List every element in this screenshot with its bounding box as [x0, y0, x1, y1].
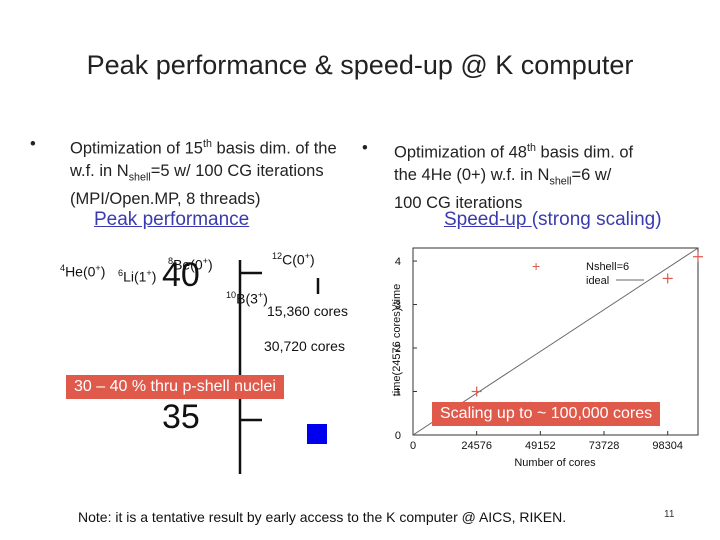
- page-number: 11: [664, 509, 675, 520]
- y-tick-label: 3: [395, 300, 401, 312]
- bullet-dot: •: [362, 139, 368, 157]
- footnote: Note: it is a tentative result by early …: [78, 509, 567, 525]
- bullet-dot: •: [30, 135, 36, 153]
- right-bullet-text: Optimization of 48th basis dim. of the 4…: [394, 137, 633, 214]
- y-tick-label: 2: [395, 343, 401, 355]
- x-tick-label: 73728: [589, 440, 620, 452]
- peak-performance-heading: Peak performance: [94, 209, 250, 230]
- legend-nshell: Nshell=6: [586, 261, 629, 273]
- speedup-heading: Speed-up (strong scaling): [444, 209, 662, 230]
- right-line1: Optimization of 48th basis dim. of: [394, 142, 634, 162]
- speedup-chart: 0 24576 49152 73728 98304 0 1 2 3 4 Nshell=6 + id…: [391, 247, 703, 469]
- x-tick-label: 0: [410, 440, 416, 452]
- label-li6: 6Li(1+): [118, 268, 157, 285]
- label-c12: 12C(0+): [272, 251, 315, 268]
- right-line2: the 4He (0+) w.f. in Nshell=6 w/: [394, 165, 612, 187]
- label-be8: 8Be(0+): [168, 256, 213, 273]
- label-b10: 10B(3+): [226, 290, 268, 307]
- left-bullet: •: [30, 133, 36, 155]
- peak-data-marker: [307, 424, 327, 444]
- cores-15360: 15,360 cores: [267, 303, 348, 319]
- y-axis-label: time(24576 cores)/time: [391, 284, 403, 397]
- x-tick-label: 24576: [461, 440, 492, 452]
- right-bullet: •: [362, 137, 368, 159]
- y-tick-label: 1: [395, 387, 401, 399]
- scaling-banner: Scaling up to ~ 100,000 cores: [432, 402, 661, 426]
- pshell-banner: 30 – 40 % thru p-shell nuclei: [66, 375, 284, 399]
- legend-nshell-marker: +: [532, 258, 540, 274]
- x-tick-label: 98304: [652, 440, 683, 452]
- y-tick-label: 4: [395, 256, 401, 268]
- y-tick-label: 0: [395, 430, 401, 442]
- x-axis-label: Number of cores: [514, 457, 596, 469]
- plot-frame: [412, 247, 699, 436]
- cores-30720: 30,720 cores: [264, 338, 345, 354]
- left-line1: Optimization of 15th basis dim. of the: [70, 138, 337, 158]
- left-line2: w.f. in Nshell=5 w/ 100 CG iterations: [70, 161, 324, 183]
- legend-ideal: ideal: [586, 275, 609, 287]
- left-bullet-text: Optimization of 15th basis dim. of the w…: [70, 133, 337, 210]
- y-label-35: 35: [162, 398, 200, 436]
- y-label-40: 40: [162, 256, 200, 294]
- left-line3: (MPI/Open.MP, 8 threads): [70, 189, 261, 208]
- x-tick-label: 49152: [525, 440, 556, 452]
- label-he4: 4He(0+): [60, 263, 106, 280]
- right-line3: 100 CG iterations: [394, 193, 523, 212]
- slide-title: Peak performance & speed-up @ K computer: [86, 50, 634, 80]
